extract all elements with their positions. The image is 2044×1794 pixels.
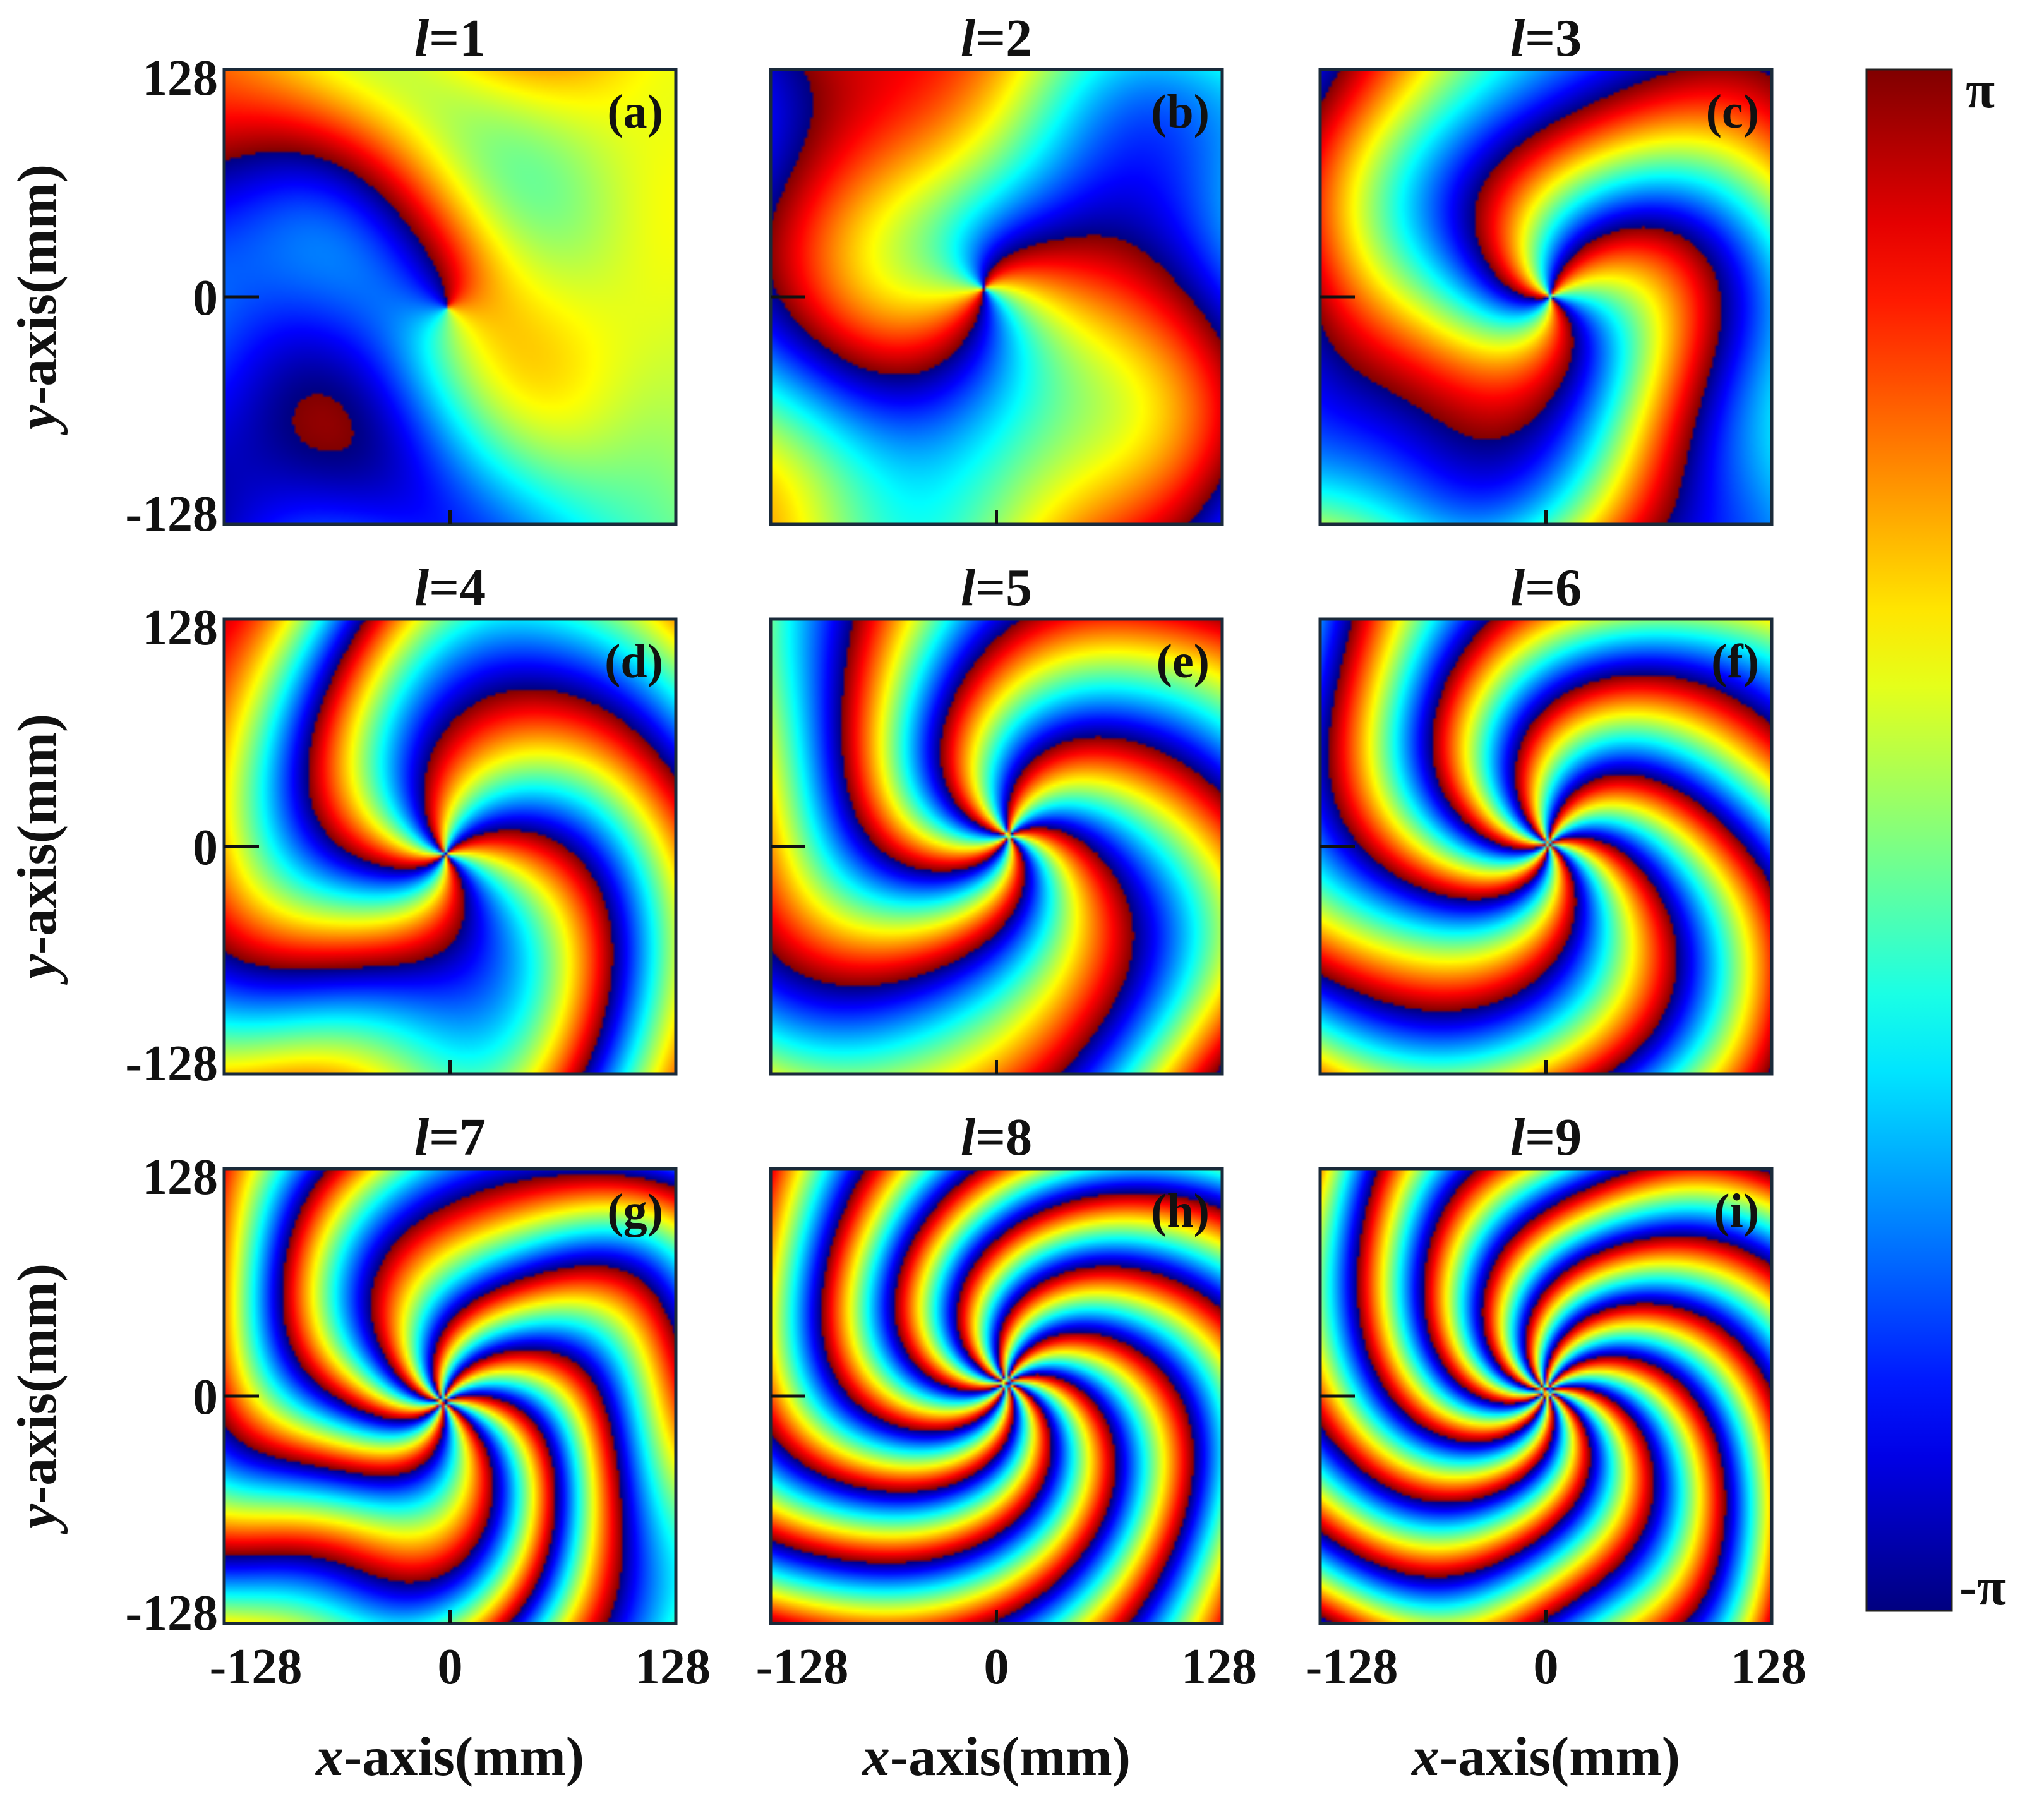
panel-title: l=3 (1510, 9, 1582, 68)
y-axis-label-var: y (7, 404, 68, 435)
phase-map-image (771, 69, 1222, 524)
phase-map-image (224, 69, 676, 524)
y-tick-label: -128 (125, 1036, 218, 1092)
y-axis-label: y-axis(mm) (7, 164, 68, 435)
phase-map-image (771, 1169, 1222, 1623)
y-tick-label: 128 (142, 1150, 218, 1205)
panel-title-var: l (414, 558, 430, 617)
panel-title-value: =3 (1525, 9, 1582, 68)
panel-title-value: =2 (975, 9, 1032, 68)
panel-label: (d) (604, 635, 663, 688)
panel-title: l=4 (414, 558, 486, 617)
y-tick-label: 128 (142, 51, 218, 106)
phase-map-image (224, 619, 676, 1074)
panel-label: (e) (1157, 635, 1210, 688)
phase-map-image (1320, 69, 1772, 524)
y-tick-label: 0 (193, 270, 218, 326)
panel-label: (b) (1151, 85, 1210, 138)
panel-title-value: =5 (975, 558, 1032, 617)
panels-group: l=1(a)1280-128y-axis(mm)l=2(b)l=3(c)l=4(… (7, 9, 1807, 1788)
y-tick-label: 0 (193, 1370, 218, 1425)
y-tick-label: -128 (125, 1586, 218, 1641)
x-tick-label: 0 (1534, 1639, 1559, 1695)
phase-map-image (771, 619, 1222, 1074)
phase-map-image (1320, 1169, 1772, 1623)
panel-title-value: =4 (429, 558, 486, 617)
panel-title-var: l (1510, 558, 1525, 617)
panel-title-var: l (1510, 9, 1525, 68)
panel-label: (i) (1714, 1184, 1759, 1237)
colorbar-max-label: π (1966, 61, 1995, 119)
colorbar-min-label: -π (1959, 1558, 2006, 1616)
panel-f: l=6 (f) (1318, 558, 1774, 1076)
x-axis-label-text: -axis(mm) (890, 1726, 1131, 1788)
x-axis-label: x-axis(mm) (1410, 1726, 1680, 1788)
panel-title-var: l (414, 1108, 430, 1167)
x-tick-label: 0 (984, 1639, 1009, 1695)
x-tick-label: 128 (635, 1639, 711, 1695)
y-axis-label-text: -axis(mm) (7, 1263, 68, 1504)
x-axis-label-var: x (861, 1726, 890, 1788)
y-axis-label-text: -axis(mm) (7, 164, 68, 405)
panel-title-value: =1 (429, 9, 486, 68)
panel-title: l=9 (1510, 1108, 1582, 1167)
panel-label: (c) (1706, 85, 1759, 138)
panel-e: l=5 (e) (769, 558, 1224, 1076)
x-tick-label: 128 (1731, 1639, 1807, 1695)
panel-label: (a) (607, 85, 663, 138)
panel-title-value: =9 (1525, 1108, 1582, 1167)
y-axis-label: y-axis(mm) (7, 1263, 68, 1534)
y-axis-label: y-axis(mm) (7, 714, 68, 985)
panel-b: l=2 (b) (769, 9, 1224, 526)
x-tick-label: -128 (756, 1639, 849, 1695)
panel-title-var: l (961, 9, 976, 68)
panel-title-value: =8 (975, 1108, 1032, 1167)
panel-title-var: l (961, 558, 976, 617)
panel-d: l=4 (d) 128 0 -128 y-axis(mm) (7, 558, 678, 1092)
colorbar-gradient (1865, 68, 1953, 1612)
x-tick-label: 0 (438, 1639, 463, 1695)
phase-map-image (224, 1169, 676, 1623)
colorbar: π -π (1865, 61, 2006, 1616)
x-tick-label: -128 (210, 1639, 303, 1695)
x-tick-label: -128 (1306, 1639, 1398, 1695)
panel-label: (g) (607, 1184, 663, 1237)
x-axis-label: x-axis(mm) (861, 1726, 1131, 1788)
panel-i: l=9 (i) -128 0 128 x-axis(mm) (1306, 1108, 1807, 1788)
panel-a: l=1 (a) 128 0 -128 y-axis(mm) (7, 9, 678, 542)
panel-title: l=5 (961, 558, 1032, 617)
panel-title: l=8 (961, 1108, 1032, 1167)
x-axis-label-text: -axis(mm) (344, 1726, 584, 1788)
x-axis-label-text: -axis(mm) (1440, 1726, 1680, 1788)
panel-title-var: l (414, 9, 430, 68)
panel-title: l=6 (1510, 558, 1582, 617)
panel-title: l=2 (961, 9, 1032, 68)
panel-title-value: =6 (1525, 558, 1582, 617)
y-axis-label-var: y (7, 1503, 68, 1534)
panel-title: l=7 (414, 1108, 486, 1167)
panel-h: l=8 (h) -128 0 128 x-axis(mm) (756, 1108, 1257, 1788)
y-tick-label: -128 (125, 486, 218, 542)
phase-map-image (1320, 619, 1772, 1074)
y-tick-label: 0 (193, 820, 218, 876)
x-axis-label: x-axis(mm) (315, 1726, 584, 1788)
panel-label: (f) (1711, 635, 1759, 688)
panel-title: l=1 (414, 9, 486, 68)
panel-title-var: l (961, 1108, 976, 1167)
panel-title-value: =7 (429, 1108, 486, 1167)
y-tick-label: 128 (142, 600, 218, 656)
panel-title-var: l (1510, 1108, 1525, 1167)
y-axis-label-text: -axis(mm) (7, 714, 68, 954)
y-axis-label-var: y (7, 954, 68, 985)
panel-label: (h) (1151, 1184, 1210, 1237)
x-axis-label-var: x (315, 1726, 344, 1788)
x-tick-label: 128 (1181, 1639, 1257, 1695)
x-axis-label-var: x (1410, 1726, 1440, 1788)
panel-c: l=3 (c) (1318, 9, 1774, 526)
